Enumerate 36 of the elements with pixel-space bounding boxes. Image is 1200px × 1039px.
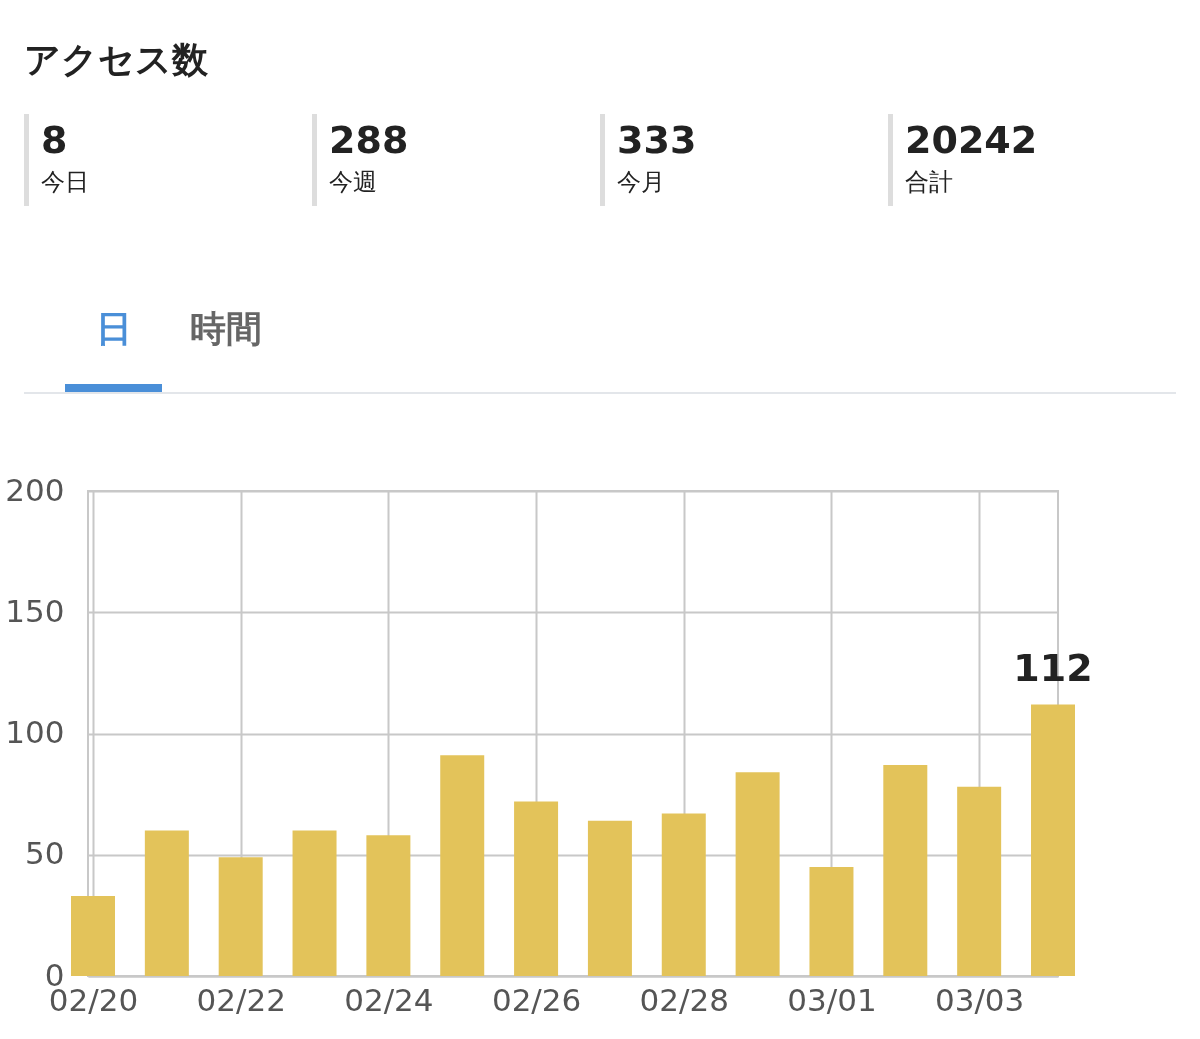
text: 今週 <box>329 167 378 198</box>
x-tick-label: 02/22 <box>196 981 286 1018</box>
text: 8 <box>41 118 69 162</box>
y-tick-label: 150 <box>5 592 65 629</box>
text: 333 <box>617 118 697 162</box>
bar <box>71 895 115 976</box>
bar <box>218 857 263 976</box>
bar <box>514 801 559 976</box>
bar <box>440 755 485 976</box>
text: 20242 <box>905 118 1038 162</box>
y-tick-label: 200 <box>5 471 65 508</box>
text: アクセス数 <box>24 38 208 82</box>
text: 288 <box>329 118 409 162</box>
bar <box>1031 704 1075 976</box>
text: 今日 <box>41 167 89 198</box>
bar <box>661 813 706 976</box>
y-tick-label: 50 <box>25 835 65 872</box>
bar <box>587 820 632 976</box>
x-tick-label: 03/01 <box>787 981 877 1018</box>
x-tick-label: 02/28 <box>639 981 729 1018</box>
text: 日 <box>96 307 132 351</box>
bar <box>883 765 928 976</box>
text: 今月 <box>617 167 666 198</box>
bar <box>809 866 854 976</box>
text: 時間 <box>190 307 262 351</box>
x-tick-label: 02/26 <box>491 981 582 1018</box>
bar <box>735 772 780 976</box>
text: 合計 <box>905 167 954 198</box>
data-label: 112 <box>1013 646 1093 691</box>
bar <box>292 830 337 976</box>
bar <box>957 786 1002 976</box>
x-tick-label: 02/24 <box>344 981 434 1018</box>
x-tick-label: 03/03 <box>934 981 1025 1018</box>
bar <box>144 830 189 976</box>
y-tick-label: 100 <box>5 714 65 750</box>
bar <box>366 835 411 976</box>
